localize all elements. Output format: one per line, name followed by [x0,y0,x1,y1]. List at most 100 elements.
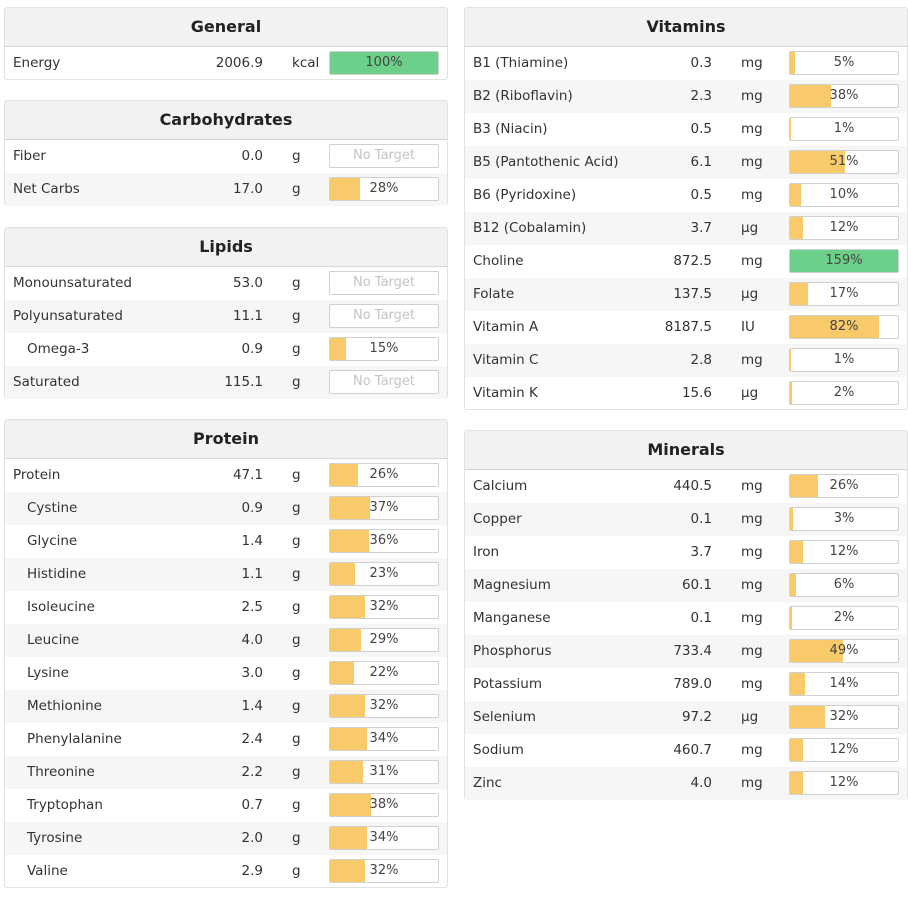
percent-label: 36% [369,533,399,548]
percent-label: 31% [369,764,399,779]
nutrient-row: Isoleucine 2.5 g 32% [5,591,447,624]
nutrient-unit: g [292,181,301,197]
nutrient-amount: 8187.5 [664,319,712,335]
nutrient-name: Calcium [473,478,528,494]
nutrient-row: Saturated 115.1 g No Target [5,366,447,399]
target-progress-bar: 31% [329,760,439,784]
progress-fill [330,497,370,519]
nutrient-row: Calcium 440.5 mg 26% [465,470,907,503]
nutrient-amount: 137.5 [673,286,712,302]
nutrient-amount: 2.8 [690,352,712,368]
nutrient-name: Phosphorus [473,643,552,659]
target-progress-bar: 34% [329,826,439,850]
nutrient-row: Lysine 3.0 g 22% [5,657,447,690]
nutrient-amount: 1.1 [241,566,263,582]
nutrient-row: Copper 0.1 mg 3% [465,503,907,536]
nutrient-unit: g [292,341,301,357]
target-progress-bar: 32% [329,859,439,883]
nutrient-name: Cystine [27,500,78,516]
nutrient-unit: g [292,148,301,164]
nutrient-name: B5 (Pantothenic Acid) [473,154,619,170]
nutrient-unit: µg [741,709,759,725]
nutrient-amount: 60.1 [681,577,712,593]
nutrient-name: B6 (Pyridoxine) [473,187,577,203]
target-progress-bar: 51% [789,150,899,174]
progress-fill [790,475,819,497]
nutrient-amount: 2.9 [241,863,263,879]
progress-fill [790,574,797,596]
percent-label: 100% [365,55,403,70]
percent-label: 26% [369,467,399,482]
target-progress-bar: 14% [789,672,899,696]
panel-title: Minerals [465,431,907,470]
nutrient-row: Choline 872.5 mg 159% [465,245,907,278]
nutrient-name: Net Carbs [13,181,80,197]
target-progress-bar: 32% [789,705,899,729]
progress-fill [330,178,361,200]
percent-label: No Target [352,148,416,163]
nutrient-row: Threonine 2.2 g 31% [5,756,447,789]
nutrient-amount: 11.1 [232,308,263,324]
target-progress-bar: 15% [329,337,439,361]
progress-fill [330,338,347,360]
target-progress-bar: No Target [329,144,439,168]
target-progress-bar: 12% [789,771,899,795]
nutrient-amount: 460.7 [673,742,712,758]
progress-fill [790,382,793,404]
target-progress-bar: 159% [789,249,899,273]
nutrient-name: Saturated [13,374,80,390]
nutrient-row: B5 (Pantothenic Acid) 6.1 mg 51% [465,146,907,179]
nutrient-amount: 15.6 [681,385,712,401]
nutrient-amount: 2.3 [690,88,712,104]
nutrient-name: Methionine [27,698,102,714]
percent-label: 159% [825,253,863,268]
progress-fill [790,184,801,206]
target-progress-bar: 10% [789,183,899,207]
nutrient-amount: 440.5 [673,478,712,494]
nutrient-rows: Energy 2006.9 kcal 100% [5,47,447,80]
percent-label: 32% [369,599,399,614]
nutrient-row: B6 (Pyridoxine) 0.5 mg 10% [465,179,907,212]
panel-title: Carbohydrates [5,101,447,140]
nutrient-amount: 6.1 [690,154,712,170]
nutrient-amount: 1.4 [241,698,263,714]
lipids-panel: Lipids Monounsaturated 53.0 g No Target Poly… [4,227,448,399]
progress-fill [790,217,803,239]
nutrient-amount: 2.0 [241,830,263,846]
nutrient-name: Monounsaturated [13,275,132,291]
nutrient-amount: 3.7 [690,544,712,560]
nutrient-name: Selenium [473,709,536,725]
nutrient-amount: 0.5 [690,187,712,203]
progress-fill [330,695,365,717]
nutrient-unit: mg [741,511,763,527]
target-progress-bar: 38% [329,793,439,817]
nutrient-name: Magnesium [473,577,551,593]
nutrient-amount: 53.0 [232,275,263,291]
progress-fill [330,761,364,783]
nutrient-name: Polyunsaturated [13,308,123,324]
carbohydrates-panel: Carbohydrates Fiber 0.0 g No Target Net Carb… [4,100,448,206]
progress-fill [790,640,843,662]
nutrient-unit: g [292,764,301,780]
nutrient-name: Histidine [27,566,87,582]
nutrient-amount: 0.7 [241,797,263,813]
target-progress-bar: 38% [789,84,899,108]
nutrient-amount: 3.7 [690,220,712,236]
nutrient-amount: 733.4 [673,643,712,659]
target-progress-bar: 100% [329,51,439,75]
target-progress-bar: 1% [789,348,899,372]
nutrient-rows: Protein 47.1 g 26% Cystine 0.9 g 37% Glycine 1.4 g… [5,459,447,888]
nutrient-unit: mg [741,55,763,71]
nutrient-amount: 2.2 [241,764,263,780]
nutrient-row: Energy 2006.9 kcal 100% [5,47,447,80]
nutrient-rows: Fiber 0.0 g No Target Net Carbs 17.0 g 28% [5,140,447,206]
percent-label: No Target [352,275,416,290]
progress-fill [790,151,846,173]
nutrient-unit: g [292,797,301,813]
nutrient-rows: Monounsaturated 53.0 g No Target Polyunsatur… [5,267,447,399]
target-progress-bar: 2% [789,606,899,630]
nutrient-row: Protein 47.1 g 26% [5,459,447,492]
nutrient-name: Leucine [27,632,80,648]
nutrient-name: Iron [473,544,500,560]
nutrient-row: Leucine 4.0 g 29% [5,624,447,657]
